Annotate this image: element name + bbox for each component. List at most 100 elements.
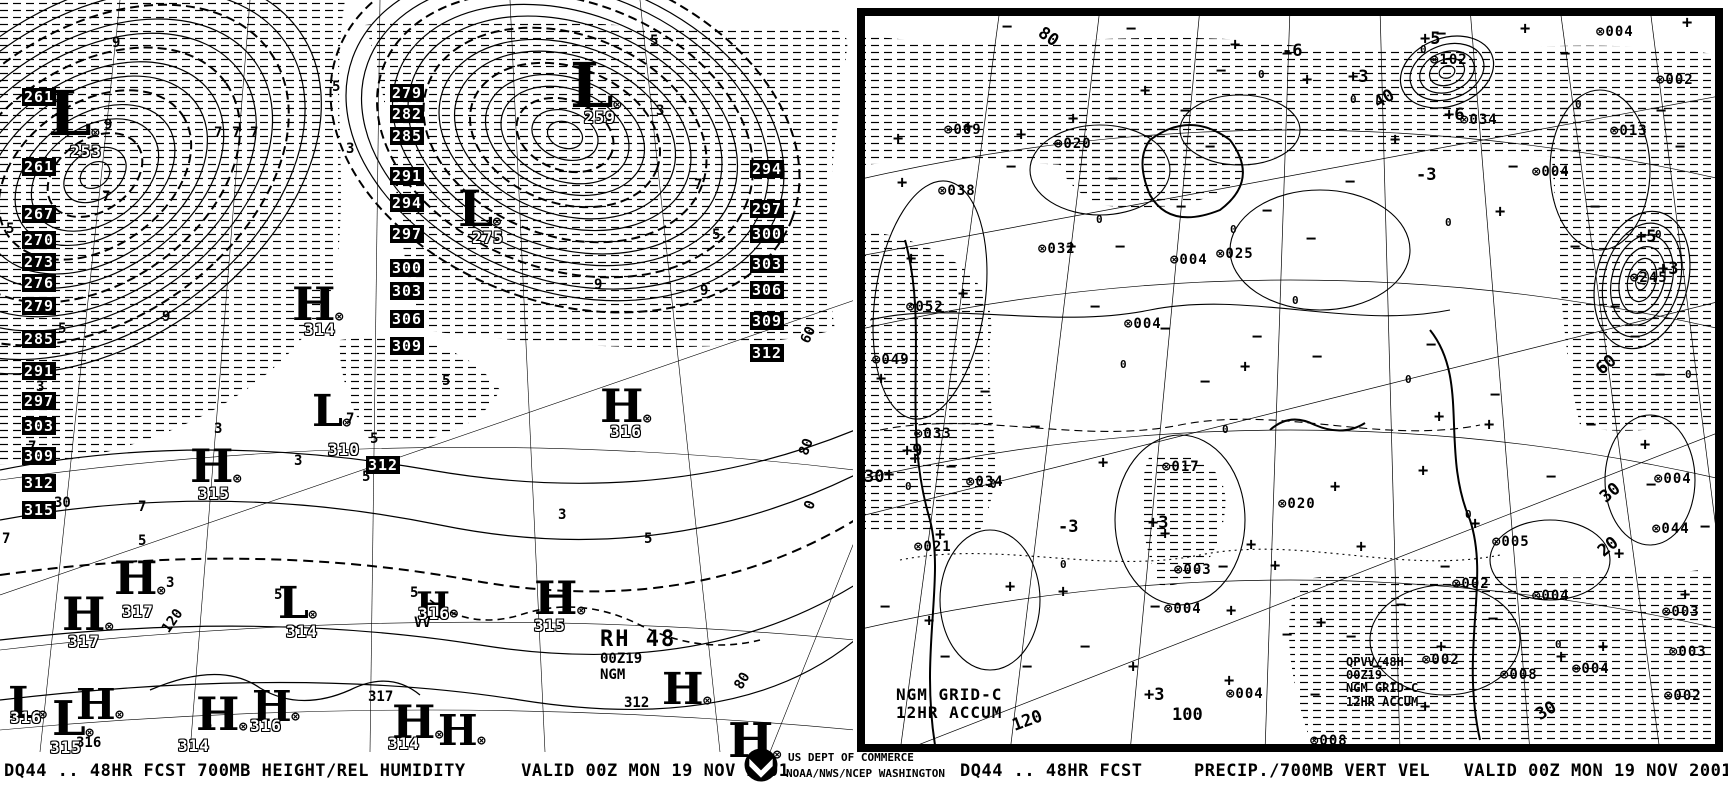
minus-sign: − — [1218, 557, 1229, 577]
plus-sign: + — [1484, 415, 1495, 435]
graticule-label: -6 — [1282, 41, 1303, 61]
graticule-label: 30 — [1532, 697, 1561, 725]
graticule-label: +3 — [1348, 67, 1369, 87]
contour-label: 5 — [362, 469, 371, 485]
minus-sign: − — [1216, 61, 1227, 81]
plus-sign: + — [1058, 582, 1069, 602]
rh-inset-line: 00Z19 — [600, 651, 643, 668]
station-value: ⊗004 — [1596, 24, 1634, 40]
station-value: ⊗034 — [966, 474, 1004, 490]
gridpoint-circle-icon: ⊗ — [577, 602, 586, 619]
minus-sign: − — [940, 647, 951, 667]
minus-sign: − — [1310, 685, 1321, 705]
height-value-chip: 300 — [390, 259, 425, 277]
contour-label: 0 — [801, 498, 820, 512]
contour-label: 120 — [158, 606, 187, 636]
gridpoint-circle-icon: ⊗ — [91, 125, 100, 142]
high-center-symbol: H ⊗ — [600, 379, 652, 433]
center-value: 316 — [250, 716, 282, 735]
contour-label: 312 — [624, 695, 650, 711]
station-value: ⊗245 — [1630, 270, 1668, 286]
height-value-chip: 312 — [22, 474, 57, 492]
minus-sign: − — [1006, 157, 1017, 177]
left-caption: DQ44 .. 48HR FCST 700MB HEIGHT/REL HUMID… — [4, 761, 789, 781]
graticule-label: +5 — [1420, 29, 1441, 49]
low-center-symbol: L ⊗ — [8, 678, 47, 729]
contour-label: VV — [414, 615, 431, 631]
height-value-chip: 300 — [750, 225, 785, 243]
contour-label: 5 — [6, 221, 15, 237]
high-center-symbol: H ⊗ — [416, 585, 459, 627]
zero-mark: 0 — [1258, 68, 1265, 81]
graticule-label: 120 — [1009, 706, 1046, 736]
plus-sign: + — [963, 117, 974, 137]
height-value-chip: 270 — [22, 231, 57, 249]
contour-label: 3 — [346, 141, 355, 157]
contour-label: 7 — [28, 439, 37, 455]
contour-label: 7 — [250, 125, 259, 141]
station-value: ⊗005 — [1492, 534, 1530, 550]
gridpoint-circle-icon: ⊗ — [492, 214, 502, 231]
right-caption-id: DQ44 .. 48HR FCST — [960, 761, 1143, 781]
center-value: 316 — [418, 604, 450, 623]
height-value-chip: 309 — [390, 337, 425, 355]
station-value: ⊗032 — [1038, 241, 1076, 257]
contour-label: 5 — [274, 587, 283, 603]
contour-label: 80 — [731, 669, 754, 693]
zero-mark: 0 — [990, 478, 997, 491]
plus-sign: + — [924, 611, 935, 631]
minus-sign: − — [1252, 327, 1263, 347]
plus-sign: + — [1005, 577, 1016, 597]
minus-sign: − — [1002, 17, 1013, 37]
minus-sign: − — [980, 382, 991, 402]
contour-label: 5 — [644, 531, 653, 547]
center-value: 317 — [122, 602, 154, 621]
minus-sign: − — [1630, 327, 1641, 347]
minus-sign: − — [1546, 467, 1557, 487]
minus-sign: − — [1022, 657, 1033, 677]
gridpoint-circle-icon: ⊗ — [342, 415, 351, 431]
zero-mark: 0 — [905, 480, 912, 493]
contour-label: 5 — [650, 33, 659, 49]
high-center-symbol: H ⊗ — [196, 687, 248, 741]
contour-label: 7 — [346, 411, 355, 427]
height-value-chip: 297 — [390, 225, 425, 243]
plus-sign: + — [1226, 601, 1237, 621]
contour-label: 7 — [694, 177, 703, 193]
minus-sign: − — [1108, 169, 1119, 189]
minus-sign: − — [1345, 172, 1356, 192]
contour-label: 5 — [410, 585, 419, 601]
station-value: ⊗008 — [1310, 733, 1348, 749]
contour-label: 9 — [594, 277, 603, 293]
center-value: 314 — [388, 734, 420, 753]
height-value-chip: 291 — [22, 362, 57, 380]
gridpoint-circle-icon: ⊗ — [613, 97, 622, 114]
high-center-symbol: H ⊗ — [662, 664, 712, 715]
plus-sign: + — [1128, 657, 1139, 677]
high-center-symbol: H ⊗ — [534, 571, 586, 625]
plus-sign: + — [1240, 357, 1251, 377]
station-value: ⊗017 — [1162, 459, 1200, 475]
center-value: 317 — [68, 632, 100, 651]
height-value-chip: 273 — [22, 253, 57, 271]
low-center-symbol: L ⊗ — [458, 179, 502, 238]
minus-sign: − — [1586, 415, 1597, 435]
minus-sign: − — [880, 597, 891, 617]
station-value: ⊗002 — [1422, 652, 1460, 668]
station-value: ⊗020 — [1054, 136, 1092, 152]
minus-sign: − — [1646, 475, 1657, 495]
minus-sign: − — [1656, 101, 1667, 121]
minus-sign: − — [1200, 372, 1211, 392]
minus-sign: − — [1655, 365, 1666, 385]
minus-sign: − — [1488, 609, 1499, 629]
noaa-logo — [744, 748, 778, 782]
contour-label: 7 — [214, 125, 223, 141]
contour-label: 3 — [656, 103, 665, 119]
contour-label: 5 — [332, 79, 341, 95]
accum-inset: NGM GRID-C 12HR ACCUM — [896, 686, 1002, 721]
low-center-symbol: L ⊗ — [278, 578, 317, 629]
contour-label: 80 — [796, 436, 817, 458]
plus-sign: + — [1614, 544, 1625, 564]
minus-sign: − — [1306, 229, 1317, 249]
